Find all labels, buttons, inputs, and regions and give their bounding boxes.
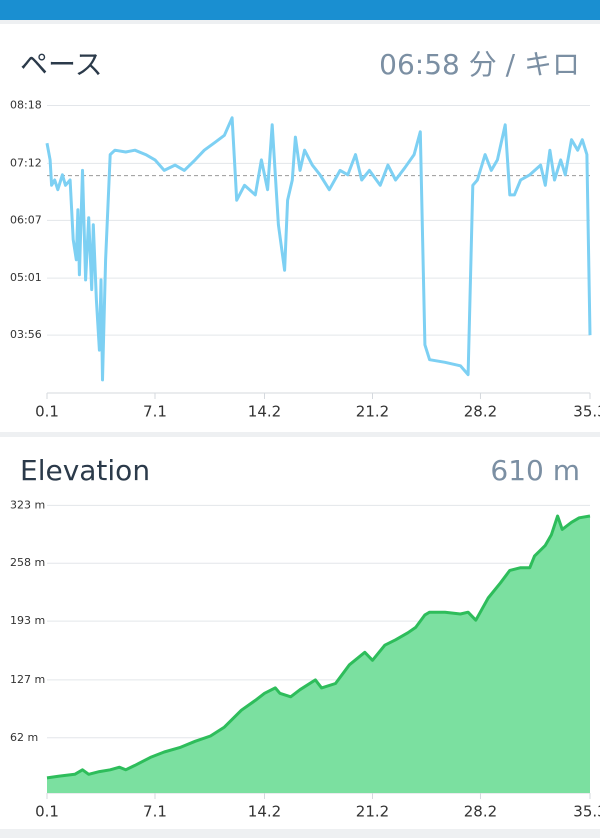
x-tick-label: 28.2 (464, 803, 497, 821)
y-tick-label: 08:18 (10, 99, 42, 112)
x-tick-label: 35.3 (573, 403, 600, 421)
status-bar (0, 0, 600, 20)
x-tick-label: 7.1 (143, 803, 167, 821)
x-tick-label: 35.3 (573, 803, 600, 821)
elevation-line (46, 514, 591, 780)
pace-line (45, 116, 592, 382)
y-tick-label: 62 m (10, 731, 38, 744)
y-tick-label: 05:01 (10, 271, 42, 284)
y-tick-label: 193 m (10, 614, 45, 627)
pace-panel (0, 24, 600, 432)
elevation-area (47, 516, 590, 793)
x-tick-label: 0.1 (35, 803, 59, 821)
panel-title: ペース (20, 48, 103, 81)
x-tick-label: 14.2 (248, 803, 281, 821)
y-tick-label: 127 m (10, 673, 45, 686)
y-tick-label: 323 m (10, 498, 45, 511)
x-tick-label: 0.1 (35, 403, 59, 421)
x-tick-label: 21.2 (356, 803, 389, 821)
x-tick-label: 7.1 (143, 403, 167, 421)
panel-summary: 610 m (490, 454, 580, 487)
y-tick-label: 07:12 (10, 156, 42, 169)
x-tick-label: 14.2 (248, 403, 281, 421)
panel-summary: 06:58 分 / キロ (379, 48, 580, 81)
x-tick-label: 28.2 (464, 403, 497, 421)
y-tick-label: 03:56 (10, 328, 42, 341)
y-tick-label: 258 m (10, 556, 45, 569)
x-tick-label: 21.2 (356, 403, 389, 421)
y-tick-label: 06:07 (10, 213, 42, 226)
panel-title: Elevation (20, 454, 150, 487)
